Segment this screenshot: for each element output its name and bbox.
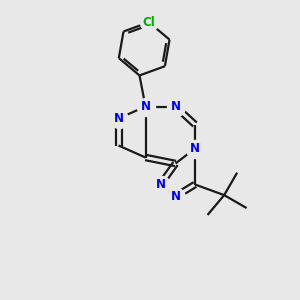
Text: N: N — [140, 100, 151, 113]
Text: Cl: Cl — [142, 16, 155, 29]
Text: N: N — [190, 142, 200, 155]
Text: N: N — [113, 112, 124, 125]
Text: N: N — [170, 190, 181, 203]
Text: N: N — [155, 178, 166, 191]
Text: N: N — [170, 100, 181, 113]
